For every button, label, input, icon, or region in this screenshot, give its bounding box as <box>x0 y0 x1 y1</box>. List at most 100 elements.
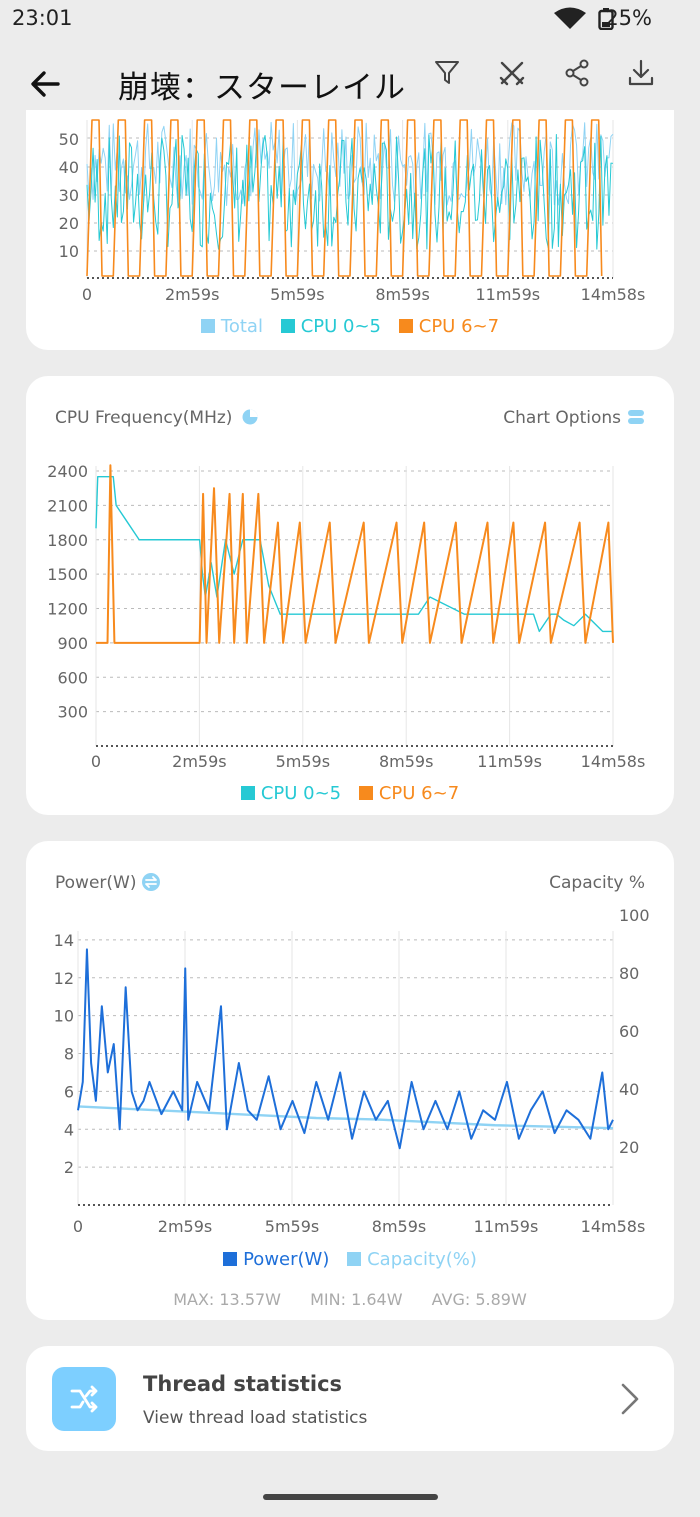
chevron-right-icon <box>621 1383 639 1415</box>
legend-swatch <box>280 319 295 333</box>
y-tick-label: 8 <box>64 1045 74 1064</box>
x-tick-label: 0 <box>82 285 92 304</box>
wifi-icon <box>554 7 586 29</box>
legend-swatch <box>240 786 255 800</box>
legend-label: Total <box>220 316 263 337</box>
y-tick-label: 1200 <box>47 600 88 619</box>
x-tick-label: 2m59s <box>172 752 226 771</box>
battery-icon <box>598 8 614 30</box>
page-title: 崩壊：スターレイル <box>118 70 406 106</box>
y-tick-label: 600 <box>57 668 88 687</box>
y-tick-label: 900 <box>57 634 88 653</box>
x-tick-label: 0 <box>91 752 101 771</box>
legend-swatch <box>398 319 413 333</box>
y-tick-label: 12 <box>54 969 74 988</box>
legend-swatch <box>200 319 215 333</box>
cpu-frequency-card: CPU Frequency(MHz) Chart Options 300 600 9… <box>26 376 674 815</box>
series-capacity-line <box>77 1105 614 1130</box>
cpu-frequency-legend: CPU 0~5 CPU 6~7 <box>26 783 674 804</box>
y-tick-label: 10 <box>54 1007 74 1026</box>
series-cpu-6-7-line <box>86 119 603 277</box>
y-tick-label: 2400 <box>47 462 88 481</box>
battle-icon[interactable] <box>497 58 527 88</box>
thread-statistics-subtitle: View thread load statistics <box>143 1408 368 1428</box>
y-tick-label: 40 <box>59 158 79 177</box>
x-tick-label: 14m58s <box>581 1217 646 1236</box>
legend-label: Capacity(%) <box>367 1249 477 1270</box>
y2-tick-label: 20 <box>619 1138 639 1157</box>
legend-label: CPU 6~7 <box>378 783 460 804</box>
series-cpu-0-5-line <box>86 134 614 250</box>
y-tick-label: 1500 <box>47 565 88 584</box>
y2-tick-label: 40 <box>619 1080 639 1099</box>
y-tick-label: 14 <box>54 931 74 950</box>
swap-icon[interactable] <box>141 872 161 892</box>
y2-tick-label: 80 <box>619 964 639 983</box>
chart-options-label[interactable]: Chart Options <box>503 408 621 428</box>
home-indicator <box>263 1494 438 1500</box>
x-tick-label: 5m59s <box>276 752 330 771</box>
share-icon[interactable] <box>562 58 592 88</box>
battery-percent: 25% <box>605 6 652 30</box>
legend-item-cpu-0-5[interactable]: CPU 0~5 <box>280 316 382 337</box>
thread-statistics-card[interactable]: Thread statistics View thread load stati… <box>26 1346 674 1451</box>
legend-label: CPU 0~5 <box>260 783 342 804</box>
legend-label: CPU 6~7 <box>418 316 500 337</box>
legend-item-power[interactable]: Power(W) <box>223 1249 329 1270</box>
y-tick-label: 50 <box>59 130 79 149</box>
cpu-frequency-chart: 300 600 900 1200 1500 1800 2100 2400 0 2m59s 5m59s… <box>47 462 646 771</box>
x-tick-label: 8m59s <box>375 285 429 304</box>
x-tick-label: 11m59s <box>477 752 542 771</box>
legend-swatch <box>358 786 373 800</box>
series-power-line <box>77 948 614 1150</box>
y2-tick-label: 100 <box>619 906 650 925</box>
status-bar: 23:01 25% <box>0 0 700 38</box>
power-avg: AVG: 5.89W <box>431 1290 527 1309</box>
x-tick-label: 11m59s <box>474 1217 539 1236</box>
x-tick-label: 14m58s <box>581 752 646 771</box>
shuffle-icon <box>52 1367 116 1431</box>
power-title: Power(W) <box>55 873 137 893</box>
cpu-frequency-title: CPU Frequency(MHz) <box>55 408 233 428</box>
legend-label: CPU 0~5 <box>300 316 382 337</box>
power-legend: Power(W) Capacity(%) <box>26 1249 674 1270</box>
capacity-title: Capacity % <box>549 873 645 893</box>
legend-item-cpu-6-7[interactable]: CPU 6~7 <box>358 783 460 804</box>
power-chart: 2 4 6 8 10 12 14 20 40 60 80 100 0 2m59s 5m59s 8m59s 11m… <box>54 906 650 1236</box>
legend-item-cpu-6-7[interactable]: CPU 6~7 <box>398 316 500 337</box>
cpu-load-chart: 10 20 30 40 50 0 2m59s 5m59s 8m59s 11m59s 14m58s <box>59 119 646 304</box>
legend-label: Power(W) <box>243 1249 330 1270</box>
y-tick-label: 300 <box>57 703 88 722</box>
y-tick-label: 2100 <box>47 496 88 515</box>
x-tick-label: 14m58s <box>581 285 646 304</box>
legend-item-capacity[interactable]: Capacity(%) <box>347 1249 477 1270</box>
x-tick-label: 8m59s <box>379 752 433 771</box>
series-line-1 <box>96 464 614 644</box>
y-tick-label: 6 <box>64 1082 74 1101</box>
y-tick-label: 2 <box>64 1158 74 1177</box>
y-tick-label: 20 <box>59 214 79 233</box>
cpu-load-legend: Total CPU 0~5 CPU 6~7 <box>26 316 674 337</box>
legend-swatch <box>347 1252 362 1266</box>
power-card: Power(W) Capacity % 2 4 6 8 10 12 14 20 40 60 80 10… <box>26 841 674 1320</box>
y2-tick-label: 60 <box>619 1022 639 1041</box>
y-tick-label: 4 <box>64 1120 74 1139</box>
thread-statistics-title: Thread statistics <box>143 1372 343 1396</box>
legend-swatch <box>223 1252 238 1266</box>
power-stats: MAX: 13.57W MIN: 1.64W AVG: 5.89W <box>26 1290 674 1309</box>
power-min: MIN: 1.64W <box>310 1290 403 1309</box>
power-max: MAX: 13.57W <box>173 1290 281 1309</box>
pie-chart-icon[interactable] <box>241 408 259 426</box>
y-tick-label: 30 <box>59 186 79 205</box>
cpu-load-card: 10 20 30 40 50 0 2m59s 5m59s 8m59s 11m59s 14m58s T… <box>26 110 674 350</box>
legend-item-cpu-0-5[interactable]: CPU 0~5 <box>240 783 342 804</box>
x-tick-label: 0 <box>73 1217 83 1236</box>
download-icon[interactable] <box>626 58 656 88</box>
back-arrow-icon[interactable] <box>26 64 66 104</box>
filter-icon[interactable] <box>432 58 462 88</box>
x-tick-label: 8m59s <box>372 1217 426 1236</box>
chart-options-icon[interactable] <box>627 408 645 426</box>
y-tick-label: 1800 <box>47 531 88 550</box>
x-tick-label: 2m59s <box>158 1217 212 1236</box>
legend-item-total[interactable]: Total <box>200 316 263 337</box>
